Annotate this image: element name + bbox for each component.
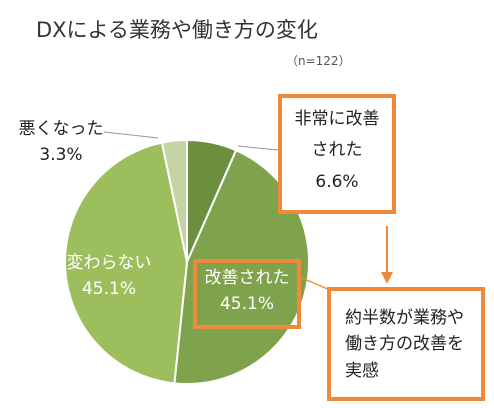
leader-line-worse: [103, 131, 159, 139]
leader-line-great: [237, 145, 279, 151]
slice-same: [64, 141, 189, 385]
callout-arrow-head: [381, 272, 393, 284]
label-worse-name: 悪くなった: [18, 119, 104, 139]
label-great-name-line2: された: [311, 140, 363, 161]
chart-title: DXによる業務や働き方の変化: [36, 18, 318, 42]
label-worse-value: 3.3%: [39, 145, 83, 166]
label-same-value: 45.1%: [81, 279, 136, 300]
label-improved-name: 改善された: [204, 268, 290, 288]
label-great-name-line1: 非常に改善: [294, 109, 380, 129]
label-same-name: 変わらない: [66, 253, 152, 273]
sample-size-note: （n=122）: [286, 54, 351, 68]
label-same: 変わらない 45.1%: [54, 250, 164, 303]
callout-box: 約半数が業務や 働き方の改善を 実感: [327, 287, 485, 401]
label-great: 非常に改善 された 6.6%: [278, 94, 396, 214]
label-worse: 悪くなった 3.3%: [2, 116, 120, 169]
label-improved-value: 45.1%: [219, 294, 274, 315]
label-great-value: 6.6%: [315, 171, 359, 192]
label-improved: 改善された 45.1%: [193, 259, 301, 329]
slice-worse: [160, 138, 188, 263]
